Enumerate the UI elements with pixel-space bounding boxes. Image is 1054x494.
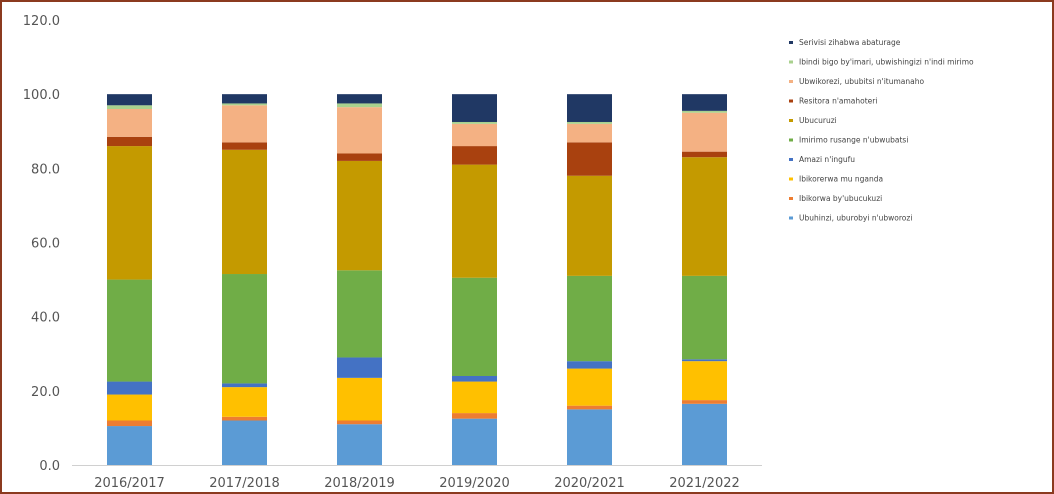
bar-segment	[107, 94, 152, 106]
bar-segment	[682, 110, 727, 113]
bar-segment	[222, 94, 267, 104]
legend-label: Serivisi zihabwa abaturage	[799, 38, 901, 47]
bar-segment	[567, 123, 612, 143]
bar-segment	[452, 121, 497, 124]
bar-segment	[107, 279, 152, 382]
legend-label: Imirimo rusange n'ubwubatsi	[799, 136, 908, 145]
bar-segment	[567, 94, 612, 122]
bar-segment	[337, 160, 382, 271]
bar-segment	[452, 418, 497, 465]
bar-segment	[107, 109, 152, 137]
legend-marker	[789, 158, 793, 161]
bar-segment	[337, 153, 382, 161]
bar-segment	[222, 142, 267, 150]
bar-segment	[567, 121, 612, 124]
legend-marker	[789, 216, 793, 220]
y-tick-label: 100.0	[23, 88, 60, 103]
bar-segment	[682, 400, 727, 404]
bar-segment	[337, 103, 382, 108]
bar-segment	[452, 376, 497, 382]
bar-segment	[337, 424, 382, 465]
bar-segment	[337, 107, 382, 154]
bar-segment	[337, 377, 382, 421]
legend-marker	[789, 41, 793, 44]
bar-segment	[337, 94, 382, 104]
x-tick-label: 2020/2021	[554, 476, 625, 491]
legend-marker	[789, 60, 793, 64]
bar-segment	[452, 164, 497, 278]
bar-segment	[682, 94, 727, 111]
bar-segment	[222, 103, 267, 106]
bar-segment	[452, 123, 497, 147]
bar-segment	[222, 387, 267, 417]
legend-label: Ibikorerwa mu nganda	[799, 175, 883, 184]
bar-segment	[452, 381, 497, 414]
x-tick-label: 2016/2017	[94, 476, 165, 491]
y-tick-label: 20.0	[31, 385, 60, 400]
legend-label: Ubwikorezi, ububitsi n'itumanaho	[799, 77, 924, 86]
legend-label: Ibindi bigo by'imari, ubwishingizi n'ind…	[799, 58, 974, 67]
bar-segment	[107, 146, 152, 280]
bar-segment	[107, 394, 152, 421]
bar-segment	[222, 383, 267, 388]
bar-segment	[107, 381, 152, 395]
y-tick-label: 60.0	[31, 237, 60, 252]
bar-segment	[222, 420, 267, 465]
y-tick-label: 80.0	[31, 162, 60, 177]
bar-segment	[337, 270, 382, 358]
bar-segment	[682, 359, 727, 362]
bar-segment	[567, 361, 612, 369]
bar-segment	[222, 105, 267, 143]
bar-segment	[567, 175, 612, 276]
legend-label: Ibikorwa by'ubucukuzi	[799, 194, 882, 203]
bar-segment	[682, 361, 727, 401]
bar-segment	[682, 151, 727, 158]
legend-marker	[789, 80, 793, 83]
bar-segment	[222, 416, 267, 421]
bar-segment	[567, 405, 612, 410]
bar-segment	[682, 157, 727, 276]
bar-segment	[107, 420, 152, 427]
bar-segment	[107, 426, 152, 465]
bar-segment	[452, 277, 497, 376]
bar-segment	[337, 420, 382, 425]
bar-segment	[222, 274, 267, 384]
legend-label: Ubucuruzi	[799, 116, 837, 125]
legend-marker	[789, 119, 793, 122]
legend-label: Amazi n'ingufu	[799, 155, 855, 164]
bar-segment	[107, 136, 152, 147]
bar-segment	[567, 142, 612, 176]
bar-segment	[337, 357, 382, 378]
legend-label: Ubuhinzi, uburobyi n'ubworozi	[799, 214, 912, 223]
legend-marker	[789, 138, 793, 142]
y-tick-label: 0.0	[39, 459, 60, 474]
legend-marker	[789, 99, 793, 103]
bar-segment	[567, 409, 612, 465]
legend-label: Resitora n'amahoteri	[799, 97, 877, 106]
x-tick-label: 2017/2018	[209, 476, 280, 491]
bar-segment	[682, 403, 727, 465]
x-tick-label: 2018/2019	[324, 476, 395, 491]
legend-marker	[789, 197, 793, 200]
bar-segment	[452, 94, 497, 122]
bar-segment	[567, 368, 612, 406]
x-tick-label: 2021/2022	[669, 476, 740, 491]
bar-segment	[107, 105, 152, 109]
y-tick-label: 40.0	[31, 311, 60, 326]
y-tick-label: 120.0	[23, 14, 60, 29]
bar-segment	[452, 413, 497, 419]
bar-segment	[682, 112, 727, 152]
bar-segment	[567, 275, 612, 362]
x-tick-label: 2019/2020	[439, 476, 510, 491]
legend-marker	[789, 177, 793, 181]
bar-segment	[222, 149, 267, 275]
bar-segment	[682, 275, 727, 360]
bar-segment	[452, 146, 497, 165]
